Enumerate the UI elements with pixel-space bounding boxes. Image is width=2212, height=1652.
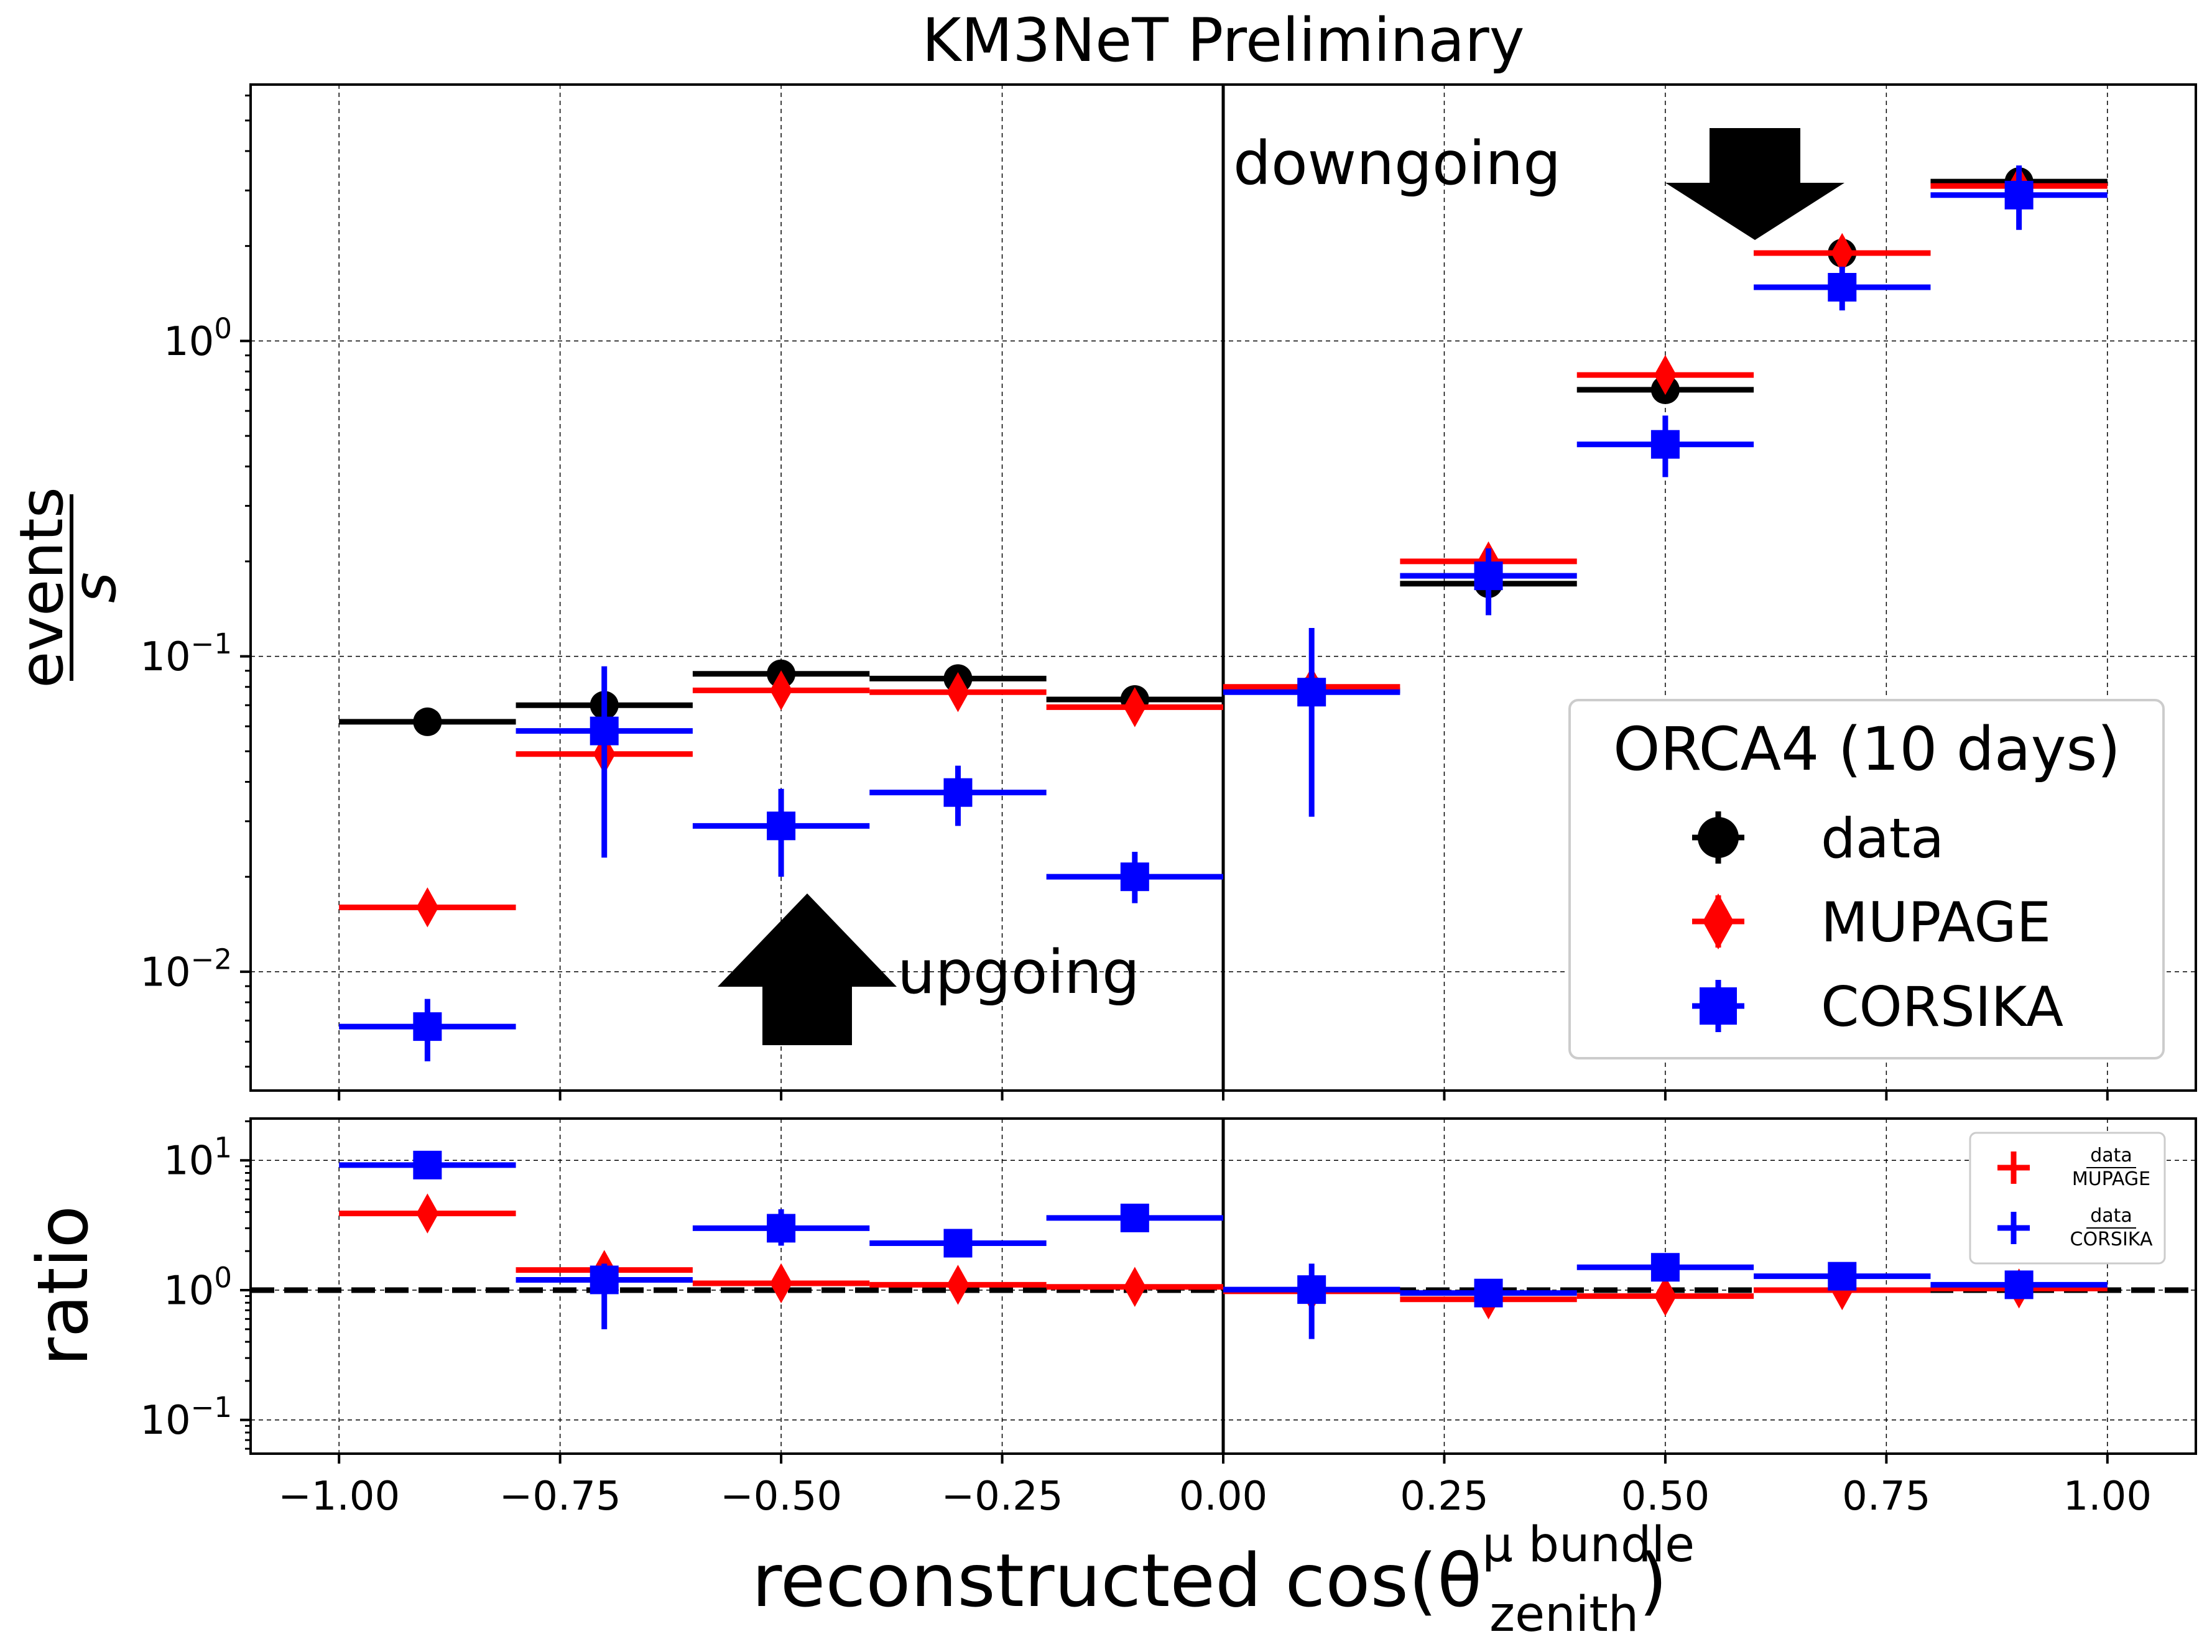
legend-marker-corsika bbox=[1692, 980, 1744, 1032]
x-axis-label-suffix: ) bbox=[1639, 1538, 1667, 1623]
data-point-marker bbox=[590, 716, 619, 745]
x-tick-label: −0.25 bbox=[941, 1474, 1063, 1520]
x-tick-label: 0.75 bbox=[1842, 1474, 1931, 1520]
data-point-marker bbox=[946, 1265, 969, 1305]
data-point-marker bbox=[1828, 272, 1857, 302]
data-point-marker bbox=[770, 670, 793, 711]
top-legend: ORCA4 (10 days) data MUPAGE CORSIKA bbox=[1568, 699, 2165, 1059]
x-tick-label: 0.00 bbox=[1179, 1474, 1268, 1520]
data-point-marker bbox=[1120, 862, 1149, 892]
legend-marker-ratio-mupage bbox=[1997, 1151, 2030, 1184]
x-tick-label: 0.50 bbox=[1621, 1474, 1710, 1520]
bottom-legend: data MUPAGE data CORSIKA bbox=[1969, 1132, 2166, 1265]
legend-marker-mupage bbox=[1692, 893, 1744, 949]
legend-ratio-corsika-den: CORSIKA bbox=[2070, 1229, 2153, 1250]
down-arrow-icon bbox=[1665, 128, 1844, 240]
x-axis-label-subscript: zenith bbox=[1489, 1587, 1639, 1643]
legend-ratio-corsika-num: data bbox=[2090, 1205, 2132, 1227]
data-point-marker bbox=[416, 1193, 439, 1234]
x-axis-label-superscript: μ bundle bbox=[1482, 1517, 1695, 1573]
y-tick-label: 100 bbox=[164, 1261, 232, 1314]
data-point-marker bbox=[946, 672, 969, 713]
x-tick-label: −1.00 bbox=[278, 1474, 400, 1520]
data-point-marker bbox=[1297, 1275, 1326, 1304]
legend-label-mupage: MUPAGE bbox=[1821, 890, 2051, 954]
data-point-marker bbox=[943, 1229, 973, 1258]
data-point-marker bbox=[770, 1263, 793, 1304]
top-legend-frame bbox=[1568, 699, 2165, 1059]
data-point-marker bbox=[1297, 678, 1326, 707]
x-axis-label-prefix: reconstructed cos(θ bbox=[752, 1538, 1482, 1623]
top-ylabel-numerator: events bbox=[7, 487, 76, 688]
x-tick-label: −0.50 bbox=[720, 1474, 842, 1520]
data-point-marker bbox=[943, 778, 973, 807]
legend-label-corsika: CORSIKA bbox=[1821, 975, 2063, 1039]
data-point-marker bbox=[1123, 1267, 1146, 1307]
legend-ratio-mupage-num: data bbox=[2090, 1145, 2132, 1166]
series-corsika bbox=[339, 165, 2108, 1061]
data-point-marker bbox=[1650, 430, 1680, 459]
data-point-marker bbox=[413, 1150, 442, 1179]
annotation-upgoing: upgoing bbox=[897, 938, 1140, 1007]
data-point-marker bbox=[1828, 1262, 1857, 1291]
data-point-marker bbox=[1654, 354, 1677, 395]
annotation-downgoing: downgoing bbox=[1233, 129, 1561, 198]
legend-marker-data bbox=[1692, 811, 1744, 864]
y-tick-label: 10−1 bbox=[140, 627, 232, 680]
y-tick-label: 10−1 bbox=[140, 1391, 232, 1444]
data-point-marker bbox=[1654, 1276, 1677, 1316]
data-point-marker bbox=[590, 1265, 619, 1294]
data-point-marker bbox=[1120, 1203, 1149, 1232]
data-point-marker bbox=[2004, 1270, 2034, 1299]
top-y-ticks: 100 10−1 10−2 bbox=[140, 95, 251, 1068]
data-point-marker bbox=[413, 707, 442, 736]
data-point-marker bbox=[413, 1012, 442, 1041]
top-series-group bbox=[339, 165, 2108, 1061]
legend-label-data: data bbox=[1821, 806, 1944, 870]
data-point-marker bbox=[1123, 687, 1146, 727]
chart-title: KM3NeT Preliminary bbox=[922, 6, 1525, 75]
y-tick-label: 101 bbox=[164, 1132, 232, 1184]
bottom-ylabel: ratio bbox=[23, 1206, 104, 1366]
data-point-marker bbox=[767, 1214, 796, 1243]
data-point-marker bbox=[1650, 1253, 1680, 1282]
x-tick-label: 0.25 bbox=[1400, 1474, 1489, 1520]
data-point-marker bbox=[2004, 180, 2034, 210]
bottom-series-group bbox=[339, 1150, 2108, 1339]
legend-marker-ratio-corsika bbox=[1997, 1212, 2030, 1244]
top-ylabel-denominator: s bbox=[60, 572, 129, 603]
up-arrow-icon bbox=[718, 893, 897, 1045]
data-point-marker bbox=[416, 887, 439, 928]
x-tick-label: −0.75 bbox=[499, 1474, 621, 1520]
x-axis-ticks: −1.00 −0.75 −0.50 −0.25 0.00 0.25 0.50 0.75 1.00 bbox=[278, 1091, 2152, 1520]
bottom-y-ticks: 101 100 10−1 bbox=[140, 1120, 251, 1450]
data-point-marker bbox=[1474, 561, 1503, 591]
y-tick-label: 10−2 bbox=[140, 943, 232, 995]
y-tick-label: 100 bbox=[164, 312, 232, 365]
data-point-marker bbox=[767, 811, 796, 841]
top-legend-title: ORCA4 (10 days) bbox=[1613, 714, 2121, 784]
x-tick-label: 1.00 bbox=[2063, 1474, 2152, 1520]
series-data-corsika bbox=[339, 1150, 2108, 1339]
data-point-marker bbox=[1831, 233, 1854, 274]
data-point-marker bbox=[1474, 1278, 1503, 1308]
x-axis-label: reconstructed cos(θμ bundle zenith) bbox=[752, 1517, 1695, 1643]
legend-ratio-mupage-den: MUPAGE bbox=[2072, 1168, 2150, 1190]
